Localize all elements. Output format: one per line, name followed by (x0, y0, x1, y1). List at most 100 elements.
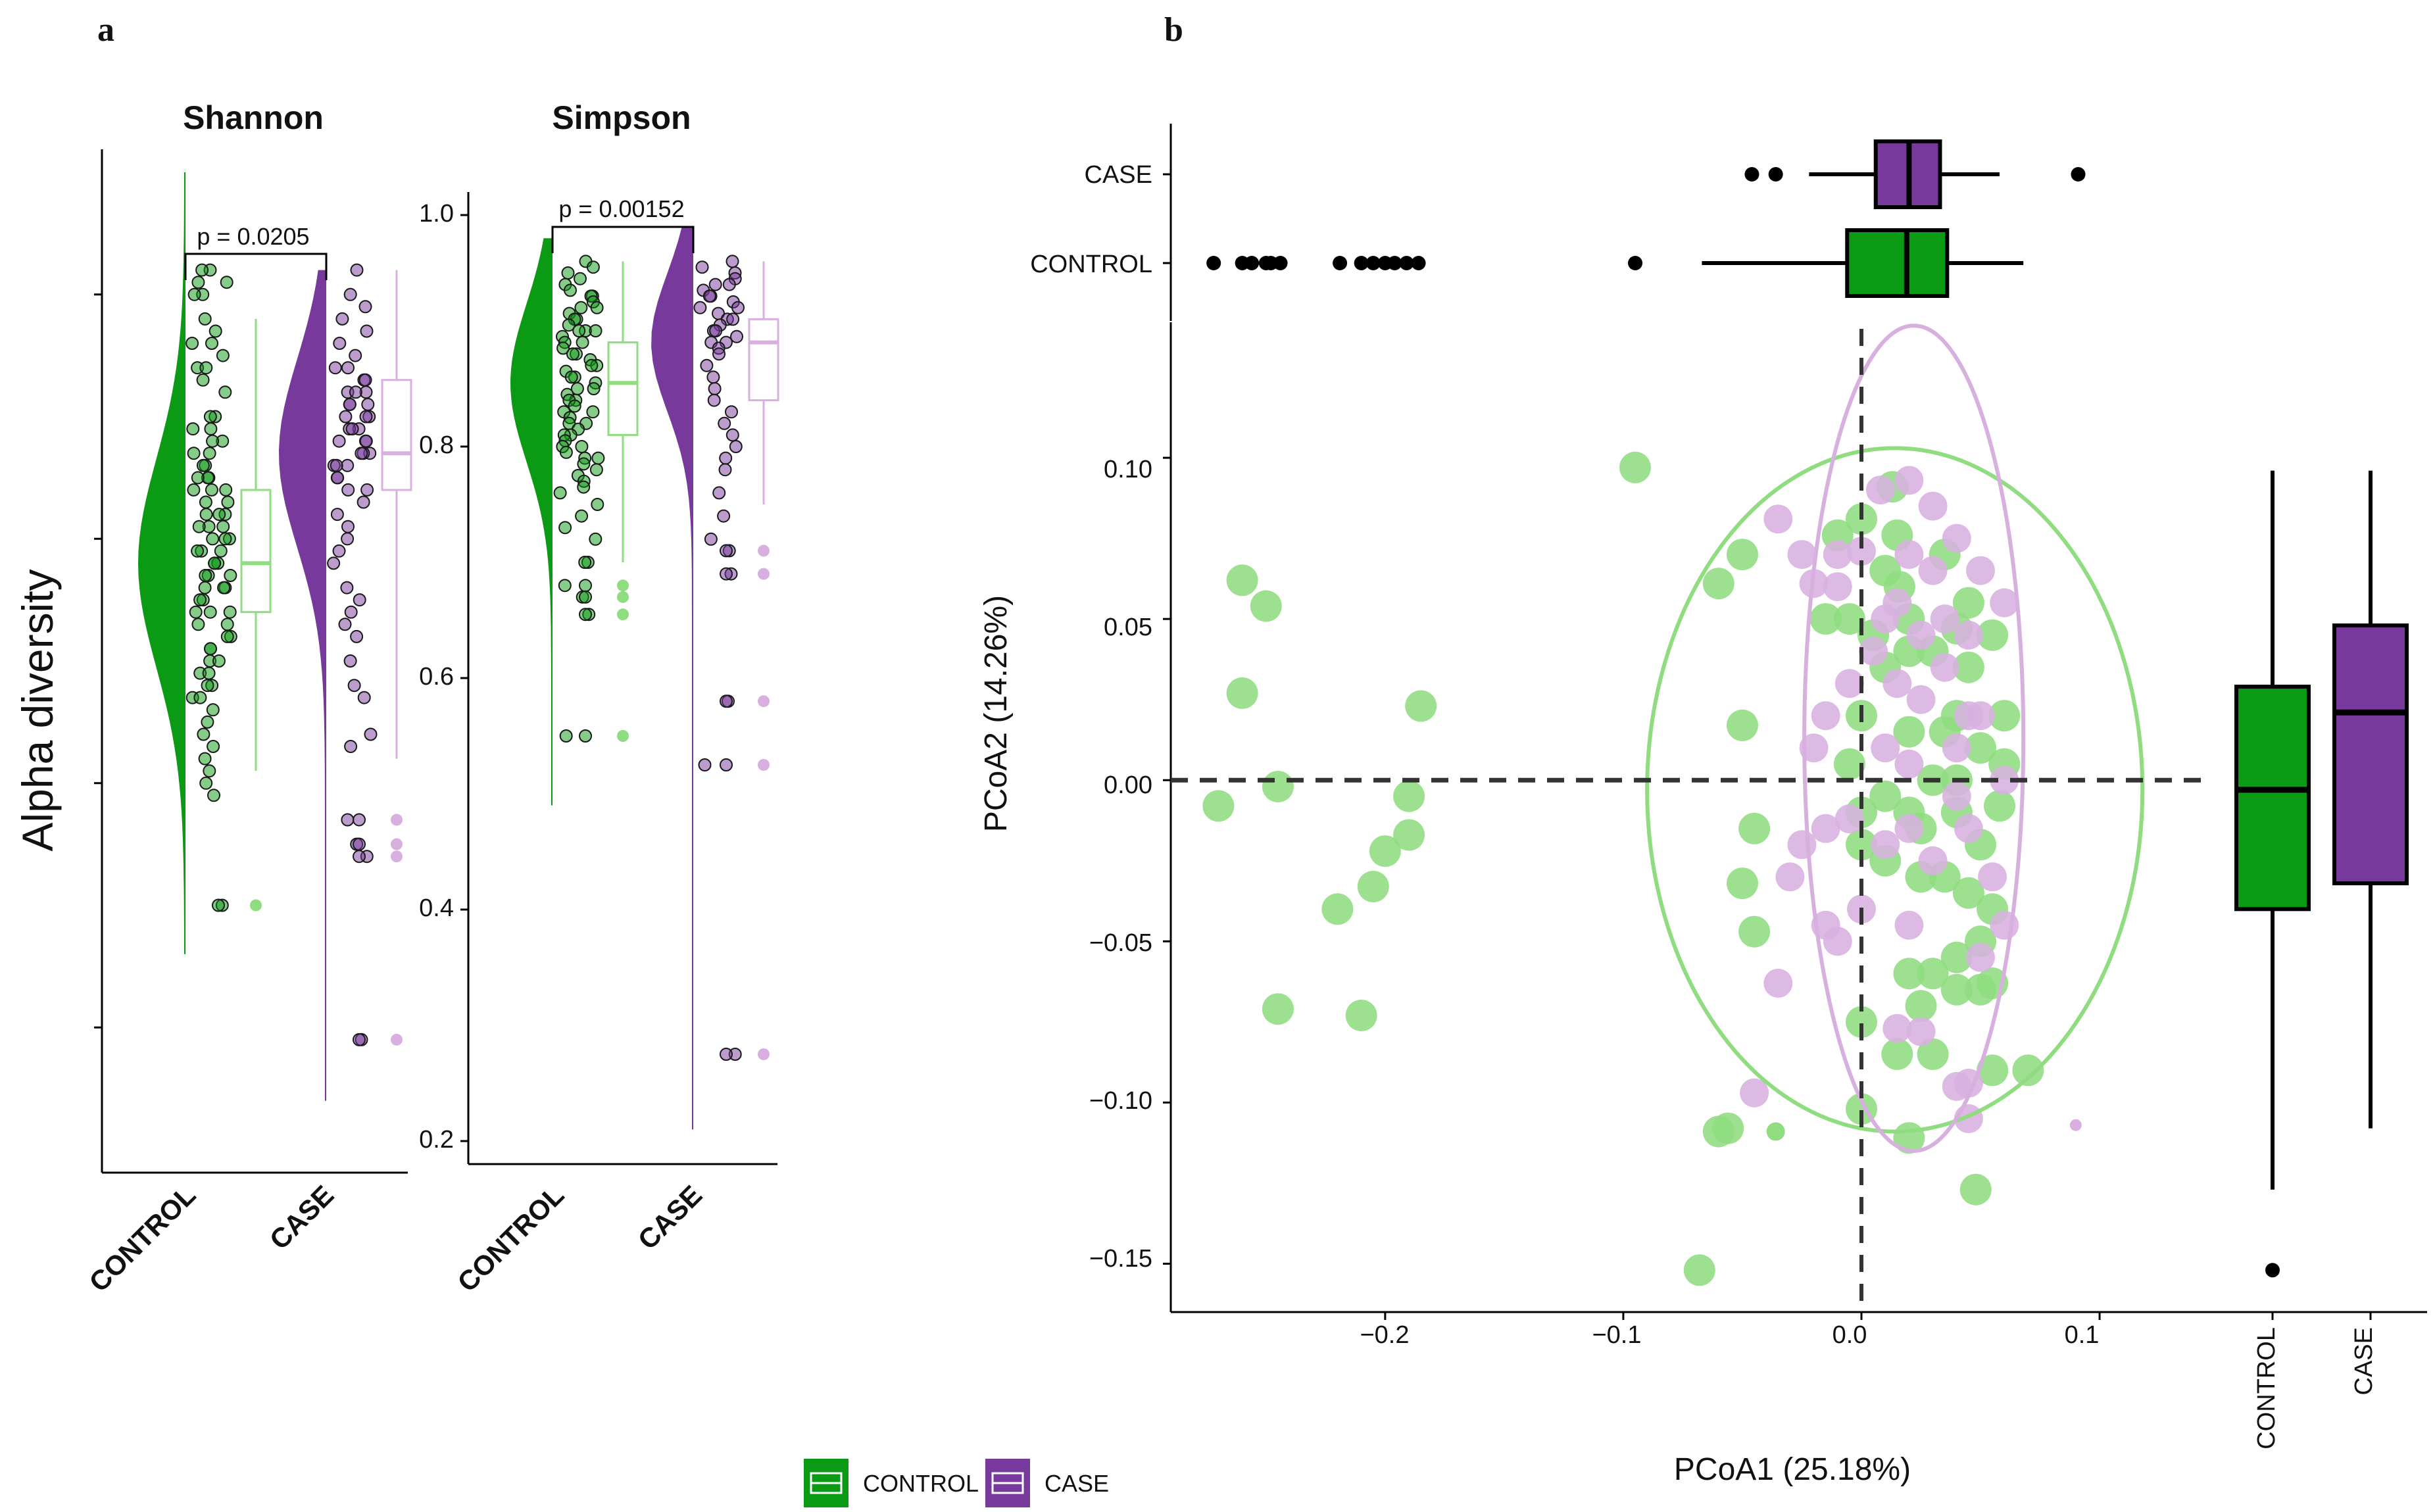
control-point (191, 618, 205, 631)
control-sample-point (1202, 790, 1235, 822)
control-sample-point (1321, 893, 1354, 925)
case-sample-point (1866, 476, 1895, 505)
case-sample-point (1918, 556, 1948, 585)
control-point (553, 486, 567, 500)
control-point (568, 399, 581, 413)
case-point (341, 483, 355, 497)
case-point (712, 486, 726, 500)
pcoa-ytick-5: −0.15 (1089, 1245, 1152, 1273)
control-point (196, 458, 210, 472)
control-sample-point (1893, 958, 1925, 990)
control-sample-point (1917, 958, 1949, 990)
control-sample-point (1940, 941, 1973, 973)
case-sample-point (1954, 620, 1983, 650)
pcoa-xtick-2: 0.0 (1832, 1321, 1867, 1349)
pcoa-xtick-3: 0.1 (2065, 1321, 2100, 1349)
legend-label-control: CONTROL (863, 1470, 979, 1497)
case-sample-point (1930, 652, 1959, 682)
control-point (198, 312, 212, 326)
case-sample-point (1918, 491, 1948, 521)
control-point (218, 532, 232, 546)
pcoa-xtick-0: −0.2 (1360, 1321, 1409, 1349)
case-top-outlier (2071, 167, 2086, 182)
control-point (199, 508, 213, 522)
control-sample-point (1262, 771, 1294, 802)
case-point (332, 544, 346, 558)
control-point (216, 349, 230, 362)
case-point (341, 813, 355, 827)
case-point (339, 410, 353, 424)
control-point (205, 483, 218, 497)
case-point (707, 393, 721, 407)
case-sample-point (1811, 814, 1840, 843)
case-box (381, 379, 412, 491)
control-outlier (617, 579, 629, 592)
case-outlier (391, 814, 403, 826)
case-point (341, 520, 355, 533)
control-point (564, 370, 578, 384)
case-sample-point (1811, 701, 1840, 731)
alpha-diversity-ylabel: Alpha diversity (13, 569, 62, 851)
case-point (359, 410, 373, 424)
case-outlier-point (720, 544, 733, 558)
case-sample-point (1834, 669, 1864, 698)
control-sample-point (1262, 993, 1294, 1025)
control-point (207, 789, 220, 802)
control-outlier (617, 608, 629, 621)
case-outlier-point (720, 758, 733, 771)
case-point (717, 509, 731, 523)
case-outlier (758, 545, 770, 557)
control-sample-point (1683, 1254, 1715, 1286)
case-sample-point (1823, 927, 1852, 956)
case-point (350, 263, 364, 277)
control-outlier (250, 899, 262, 912)
case-point (358, 300, 372, 314)
control-point (207, 740, 220, 753)
case-point (328, 361, 342, 375)
case-point (359, 434, 373, 448)
control-point (193, 691, 207, 704)
control-point (203, 447, 216, 460)
control-sample-point (1250, 590, 1282, 622)
control-point (195, 263, 209, 277)
panel-b-label: b (1164, 11, 1183, 49)
control-point (201, 715, 214, 729)
control-sample-point (1738, 812, 1771, 844)
control-point (220, 629, 234, 643)
control-sample-point (1984, 790, 2015, 822)
case-point (693, 301, 707, 314)
control-point (217, 581, 231, 595)
case-outlier (758, 695, 770, 708)
control-point (556, 341, 570, 355)
case-sample-point (1871, 830, 1900, 860)
shannon-xtick-case: CASE (264, 1179, 340, 1256)
control-point (187, 483, 201, 497)
case-point (704, 532, 718, 546)
case-sample-point (1942, 781, 1971, 811)
case-point (341, 532, 355, 546)
case-point (349, 385, 362, 399)
simpson-ytick-1: 0.4 (419, 894, 454, 922)
control-point (212, 508, 226, 522)
case-point (730, 329, 743, 343)
control-point (214, 544, 228, 558)
case-point (722, 278, 736, 291)
case-point (702, 289, 716, 303)
control-top-outlier (1244, 256, 1260, 270)
control-outlier (617, 591, 629, 603)
control-point (187, 287, 201, 301)
case-outlier (758, 759, 770, 771)
case-sample-point (1847, 537, 1876, 566)
case-box (748, 318, 779, 402)
control-point (587, 382, 601, 395)
case-point (344, 605, 358, 619)
control-point (196, 373, 210, 387)
control-point (559, 445, 573, 459)
case-right-box (2332, 623, 2409, 886)
control-point (198, 752, 212, 766)
control-sample-point (1393, 780, 1425, 812)
control-sample-point (1357, 871, 1389, 902)
case-sample-point (1823, 572, 1852, 602)
control-sample-point (1905, 990, 1937, 1022)
control-top-outlier (1387, 256, 1402, 270)
